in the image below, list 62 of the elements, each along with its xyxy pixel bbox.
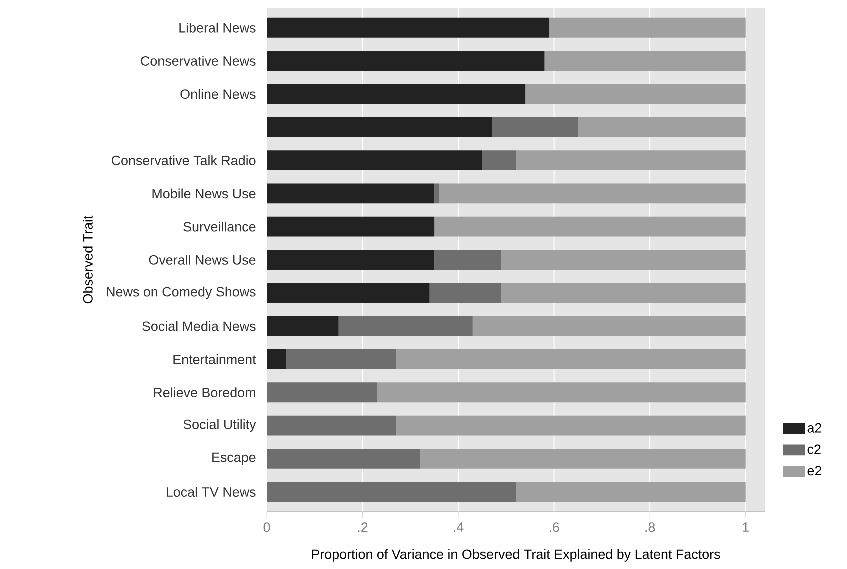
bar — [267, 84, 526, 104]
x-tick-label: .2 — [358, 522, 368, 532]
x-tick-label: .8 — [646, 522, 656, 532]
y-tick-label: Conservative Talk Radio — [112, 156, 256, 166]
legend-label: a2 — [808, 423, 822, 433]
bar — [502, 283, 746, 304]
bar — [286, 350, 396, 370]
bar — [267, 382, 378, 403]
bar — [482, 150, 516, 170]
bar — [492, 117, 578, 138]
y-tick-label: Surveillance — [184, 222, 256, 232]
bar — [267, 250, 435, 270]
y-tick-label: Overall News Use — [149, 255, 256, 265]
bar — [396, 416, 746, 436]
bar — [516, 482, 746, 502]
bar — [267, 117, 492, 138]
x-tick-label: .6 — [550, 522, 560, 532]
y-axis-title: Observed Trait — [83, 216, 93, 304]
bar — [550, 18, 746, 38]
y-tick-label: Escape — [212, 452, 256, 465]
y-tick-label: Entertainment — [174, 354, 256, 364]
bar — [439, 184, 746, 204]
bar — [267, 18, 550, 38]
bar — [267, 416, 396, 436]
bar — [434, 250, 502, 270]
bar — [267, 184, 435, 204]
x-tick-label: 0 — [264, 522, 270, 532]
bar — [526, 84, 746, 104]
bar — [267, 150, 482, 170]
bar — [377, 382, 746, 403]
bar — [578, 117, 746, 138]
legend-label: e2 — [808, 466, 822, 476]
bar — [267, 482, 516, 502]
y-tick-label: Local TV News — [166, 487, 256, 498]
y-tick-label: Social Utility — [184, 420, 256, 432]
bar — [267, 316, 339, 336]
bar — [396, 350, 746, 370]
bar — [267, 51, 545, 71]
y-tick-label: Conservative News — [141, 56, 256, 66]
x-tick-label: .4 — [454, 522, 464, 532]
legend-label: c2 — [808, 444, 821, 454]
bar — [338, 316, 473, 336]
bar — [516, 150, 746, 170]
bar — [544, 51, 746, 71]
y-tick-label: Liberal News — [180, 22, 256, 33]
bar — [267, 283, 430, 304]
y-tick-label: News on Comedy Shows — [107, 286, 256, 300]
x-tick-label: 1 — [743, 522, 749, 532]
y-tick-label: Social Media News — [142, 321, 256, 332]
bar — [472, 316, 746, 336]
x-axis-title: Proportion of Variance in Observed Trait Explained by Latent Factors — [312, 549, 720, 562]
bar — [267, 350, 286, 370]
bar — [502, 250, 746, 270]
y-tick-label: Online News — [180, 89, 256, 100]
bar — [267, 448, 420, 469]
bar — [430, 283, 502, 304]
bar — [420, 448, 746, 469]
bar — [434, 216, 746, 237]
y-tick-label: Mobile News Use — [152, 188, 256, 199]
bar — [267, 216, 435, 237]
y-tick-label: Relieve Boredom — [154, 388, 256, 398]
bar — [434, 184, 440, 204]
